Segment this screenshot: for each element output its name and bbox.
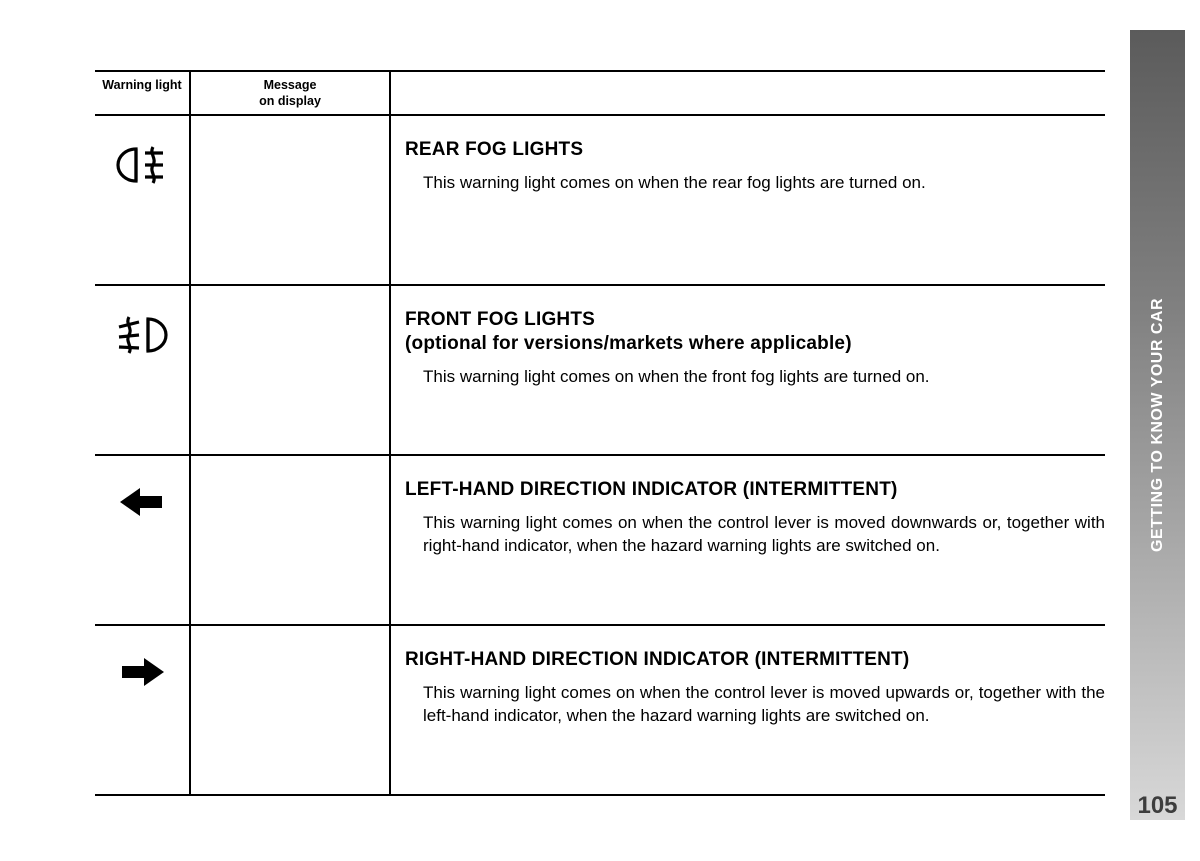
header-message: Message on display <box>190 71 390 115</box>
right-arrow-icon <box>95 654 189 690</box>
content-area: Warning light Message on display <box>95 70 1105 796</box>
page-number: 105 <box>1130 792 1185 820</box>
header-message-line1: Message <box>264 78 317 92</box>
description-cell: LEFT-HAND DIRECTION INDICATOR (INTERMITT… <box>390 455 1105 625</box>
row-title: LEFT-HAND DIRECTION INDICATOR (INTERMITT… <box>405 478 1105 502</box>
table-header-row: Warning light Message on display <box>95 71 1105 115</box>
icon-cell <box>95 455 190 625</box>
header-description <box>390 71 1105 115</box>
header-message-line2: on display <box>259 94 321 108</box>
table-row: REAR FOG LIGHTS This warning light comes… <box>95 115 1105 285</box>
manual-page: GETTING TO KNOW YOUR CAR 105 Warning lig… <box>0 0 1200 861</box>
row-title: RIGHT-HAND DIRECTION INDICATOR (INTERMIT… <box>405 648 1105 672</box>
row-body: This warning light comes on when the fro… <box>405 366 1105 389</box>
row-body: This warning light comes on when the con… <box>405 682 1105 728</box>
row-title: FRONT FOG LIGHTS (optional for versions/… <box>405 308 1105 356</box>
warning-light-table: Warning light Message on display <box>95 70 1105 796</box>
description-cell: RIGHT-HAND DIRECTION INDICATOR (INTERMIT… <box>390 625 1105 795</box>
description-cell: REAR FOG LIGHTS This warning light comes… <box>390 115 1105 285</box>
left-arrow-icon <box>95 484 189 520</box>
icon-cell <box>95 115 190 285</box>
message-cell <box>190 455 390 625</box>
rear-fog-icon <box>95 144 189 186</box>
description-cell: FRONT FOG LIGHTS (optional for versions/… <box>390 285 1105 455</box>
row-title: REAR FOG LIGHTS <box>405 138 1105 162</box>
side-tab-label: GETTING TO KNOW YOUR CAR <box>1149 285 1167 565</box>
front-fog-icon <box>95 314 189 356</box>
side-tab-text: GETTING TO KNOW YOUR CAR <box>1149 285 1167 565</box>
table-row: RIGHT-HAND DIRECTION INDICATOR (INTERMIT… <box>95 625 1105 795</box>
row-body: This warning light comes on when the con… <box>405 512 1105 558</box>
message-cell <box>190 285 390 455</box>
icon-cell <box>95 625 190 795</box>
message-cell <box>190 115 390 285</box>
header-warning-light: Warning light <box>95 71 190 115</box>
table-row: LEFT-HAND DIRECTION INDICATOR (INTERMITT… <box>95 455 1105 625</box>
side-tab: GETTING TO KNOW YOUR CAR <box>1130 30 1185 820</box>
row-title-main: FRONT FOG LIGHTS <box>405 309 595 330</box>
message-cell <box>190 625 390 795</box>
row-subtitle: (optional for versions/markets where app… <box>405 333 852 354</box>
table-row: FRONT FOG LIGHTS (optional for versions/… <box>95 285 1105 455</box>
icon-cell <box>95 285 190 455</box>
row-body: This warning light comes on when the rea… <box>405 172 1105 195</box>
